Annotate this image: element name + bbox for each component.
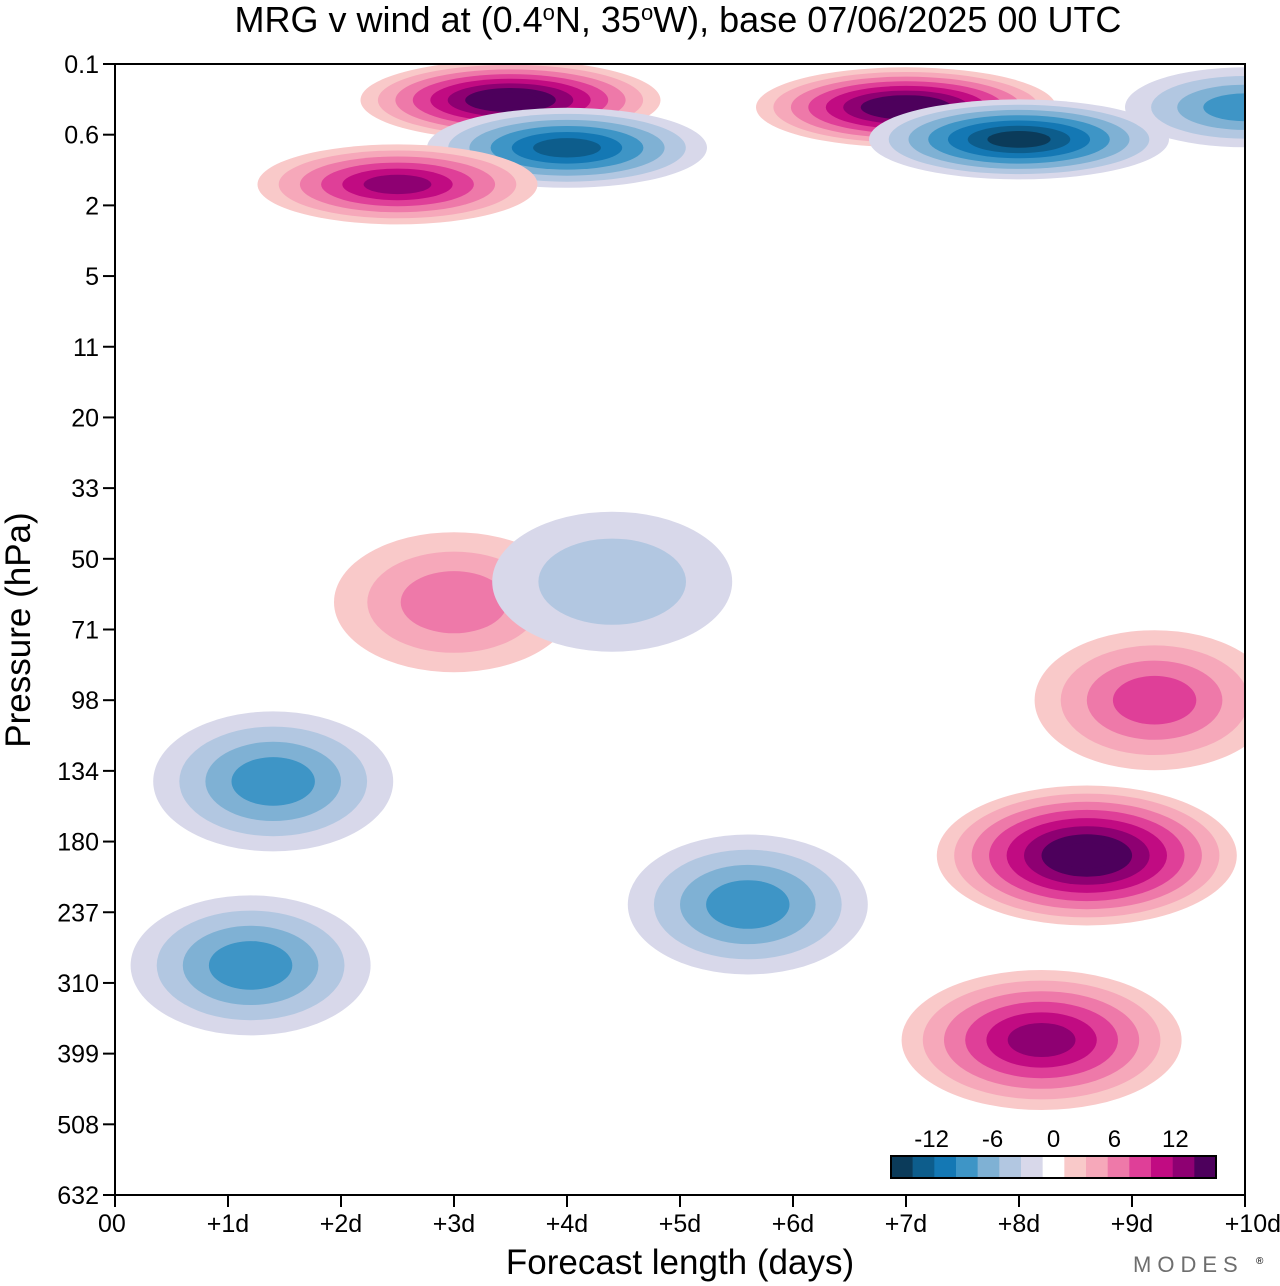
colorbar-swatch [1021, 1156, 1043, 1178]
contour-shell-10-6 [987, 131, 1051, 148]
y-tick-label: 98 [71, 687, 99, 715]
x-axis-ticks: 00 +1d +2d +3d +4d +5d +6d +7d +8d +9d +10d [98, 1195, 1280, 1238]
contour-shell-5-3 [1112, 675, 1197, 725]
chart-title: MRG v wind at (0.4oN, 35oW), base 07/06/… [235, 0, 1122, 40]
x-tick-label: +2d [320, 1210, 362, 1238]
colorbar-label: 0 [1047, 1126, 1060, 1153]
contour-shell-8-7 [482, 92, 539, 108]
colorbar-frame [890, 1155, 1217, 1179]
colorbar-swatch [1194, 1156, 1217, 1178]
colorbar-label: -6 [982, 1126, 1003, 1153]
y-tick-label: 0.1 [64, 51, 99, 79]
y-axis-ticks: 0.1 0.6 2 5 11 20 33 50 71 98 134 180 237 310 399 508 63… [57, 51, 115, 1210]
y-tick-label: 5 [85, 263, 99, 291]
x-tick-label: +1d [207, 1210, 249, 1238]
x-tick-label: +3d [433, 1210, 475, 1238]
colorbar-swatch [1042, 1156, 1065, 1178]
y-tick-label: 0.6 [64, 122, 99, 150]
y-tick-label: 508 [57, 1111, 99, 1139]
contour-shell-3-7 [1058, 842, 1115, 869]
colorbar-label: 6 [1108, 1126, 1121, 1153]
y-tick-label: 310 [57, 970, 99, 998]
colorbar-swatch [956, 1156, 978, 1178]
y-tick-label: 50 [71, 546, 99, 574]
contour-shell-7-1 [538, 538, 686, 625]
brand-logo: MODES [1133, 1252, 1244, 1277]
colorbar-swatch [891, 1156, 913, 1178]
x-tick-label: +10d [1225, 1210, 1280, 1238]
y-tick-label: 71 [71, 617, 99, 645]
y-tick-label: 180 [57, 829, 99, 857]
y-tick-label: 33 [71, 475, 99, 503]
contour-shell-13-3 [1203, 93, 1245, 122]
colorbar-swatch [1151, 1156, 1173, 1178]
x-tick-label: +5d [659, 1210, 701, 1238]
contour-shell-4-5 [1007, 1023, 1076, 1057]
colorbar-legend: -12 -6 0 6 12 [890, 1126, 1217, 1179]
x-tick-label: +6d [772, 1210, 814, 1238]
y-axis-label: Pressure (hPa) [0, 512, 38, 747]
y-tick-label: 11 [73, 334, 99, 362]
colorbar-swatch [1107, 1156, 1130, 1178]
contour-shell-6-2 [400, 571, 508, 634]
brand-registered-mark: ® [1256, 1256, 1264, 1267]
contour-shell-2-3 [208, 941, 293, 990]
x-tick-label: +7d [885, 1210, 927, 1238]
colorbar-swatch [1086, 1156, 1108, 1178]
x-tick-label: +8d [998, 1210, 1040, 1238]
x-tick-label: +9d [1111, 1210, 1153, 1238]
y-tick-label: 20 [71, 404, 99, 432]
y-tick-label: 237 [57, 899, 99, 927]
contour-shell-11-5 [533, 138, 601, 158]
colorbar-swatch [999, 1156, 1022, 1178]
x-tick-label: +4d [546, 1210, 588, 1238]
contour-field [130, 64, 1245, 1110]
colorbar-swatch [1129, 1156, 1152, 1178]
colorbar-swatch [1172, 1156, 1195, 1178]
colorbar-swatch [912, 1156, 935, 1178]
y-tick-label: 134 [57, 758, 99, 786]
y-tick-label: 2 [85, 192, 99, 220]
x-tick-label: 00 [98, 1210, 126, 1238]
colorbar-swatch [1064, 1156, 1087, 1178]
contour-shell-12-5 [363, 174, 432, 195]
colorbar-swatch [977, 1156, 1000, 1178]
contour-shell-1-3 [706, 880, 790, 929]
y-tick-label: 399 [57, 1041, 99, 1069]
contour-shell-0-3 [231, 757, 315, 806]
colorbar-swatch [934, 1156, 957, 1178]
x-axis-label: Forecast length (days) [506, 1243, 854, 1282]
colorbar-label: 12 [1162, 1126, 1189, 1153]
y-tick-label: 632 [57, 1182, 99, 1210]
colorbar-label: -12 [914, 1126, 949, 1153]
